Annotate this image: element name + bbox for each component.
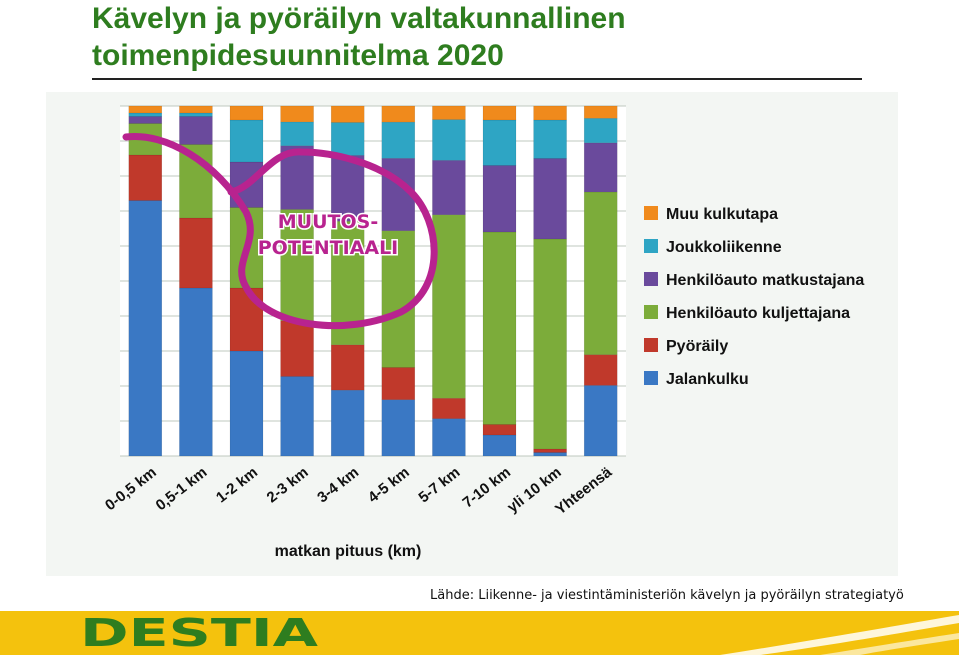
bar-segment (482, 119, 517, 166)
legend-swatch (644, 239, 658, 253)
legend-swatch (644, 338, 658, 352)
bar-segment (128, 116, 163, 124)
destia-logo: DESTIA (80, 617, 320, 649)
bar-segment (583, 354, 618, 386)
x-tick-label: 3-4 km (314, 464, 362, 507)
x-tick-label: 1-2 km (213, 464, 261, 507)
legend-label: Pyöräily (666, 338, 728, 355)
legend-label: Henkilöauto kuljettajana (666, 305, 850, 322)
bar-segment (128, 154, 163, 201)
bar-segment (583, 105, 618, 119)
bar-segment (330, 105, 365, 123)
legend-label: Henkilöauto matkustajana (666, 272, 864, 289)
bar-segment (280, 209, 314, 322)
bar-segment (330, 344, 365, 391)
chart-panel: 0-0,5 km 0,5-1 km 1-2 km 2-3 km 3-4 km 4-5 km… (46, 92, 898, 576)
logo-text: DESTIA (80, 617, 319, 649)
annotation-label: MUUTOS- (278, 211, 378, 233)
bar-segment (229, 350, 264, 457)
bar-segment (179, 116, 213, 145)
bar-segment (432, 397, 466, 419)
legend-swatch (644, 206, 658, 220)
legend-label: Joukkoliikenne (666, 239, 782, 256)
bar-segment (280, 105, 314, 123)
x-tick-label: 5-7 km (415, 464, 463, 507)
bar-segment (583, 118, 618, 144)
legend-label: Jalankulku (666, 371, 749, 388)
bar-segment (583, 385, 618, 457)
bar-segment (432, 418, 466, 457)
bar-segment (229, 287, 264, 352)
x-tick-label: 0,5-1 km (153, 464, 211, 514)
bar-segment (280, 376, 314, 457)
bar-segment (583, 191, 618, 355)
annotation-loop (122, 132, 438, 330)
x-tick-label: 0-0,5 km (102, 464, 160, 514)
title-divider (92, 78, 862, 80)
annotation-label: POTENTIAALI (258, 237, 399, 259)
bar-segment (533, 452, 567, 457)
bar-segment (330, 389, 365, 457)
legend-swatch (644, 305, 658, 319)
bar-segment (533, 119, 567, 159)
bar-segment (482, 105, 517, 121)
bar-segment (179, 217, 213, 289)
bar-segment (432, 105, 466, 120)
bar-segment (179, 112, 213, 117)
bar-segment (432, 119, 466, 161)
bar-segment (128, 105, 163, 114)
stacked-bar-chart: 0-0,5 km0,5-1 km 1-2 km 2-3 km 3-4 km 4-5 km… (102, 105, 864, 560)
bar-segment (533, 238, 567, 450)
bar-segment (381, 105, 416, 123)
bar-segment (583, 142, 618, 193)
legend-label: Muu kulkutapa (666, 206, 778, 223)
x-tick-label: 2-3 km (264, 464, 312, 507)
bar-segment (533, 105, 567, 121)
bar-segment (330, 155, 365, 222)
x-tick-label: Yhteensä (552, 463, 616, 518)
legend-swatch (644, 371, 658, 385)
x-axis-label: matkan pituus (km) (275, 543, 422, 560)
footer-swoosh (720, 615, 959, 655)
bar-segment (533, 158, 567, 240)
bar-segment (482, 231, 517, 425)
bar-segment (432, 214, 466, 399)
bar-segment (229, 119, 264, 163)
bar-segment (482, 434, 517, 457)
bar-segment (381, 230, 416, 368)
bar-segment (179, 287, 213, 457)
bar-segment (432, 160, 466, 215)
bar-segment (381, 367, 416, 400)
slide-title: Kävelyn ja pyöräilyn valtakunnallinen to… (92, 2, 626, 72)
bar-segment (128, 200, 163, 457)
bar-segment (280, 121, 314, 147)
bar-segment (280, 320, 314, 377)
bar-segment (330, 122, 365, 156)
bar-segment (533, 448, 567, 453)
bar-segment (482, 165, 517, 233)
source-note: Lähde: Liikenne- ja viestintäministeriön… (430, 588, 904, 603)
bar-segment (280, 145, 314, 210)
bar-segment (179, 105, 213, 114)
bar-segment (381, 121, 416, 159)
bar-segment (229, 105, 264, 121)
bar-segment (482, 424, 517, 436)
legend-swatch (644, 272, 658, 286)
x-tick-label: 4-5 km (365, 464, 413, 507)
bar-segment (128, 112, 163, 117)
bar-segment (381, 399, 416, 457)
